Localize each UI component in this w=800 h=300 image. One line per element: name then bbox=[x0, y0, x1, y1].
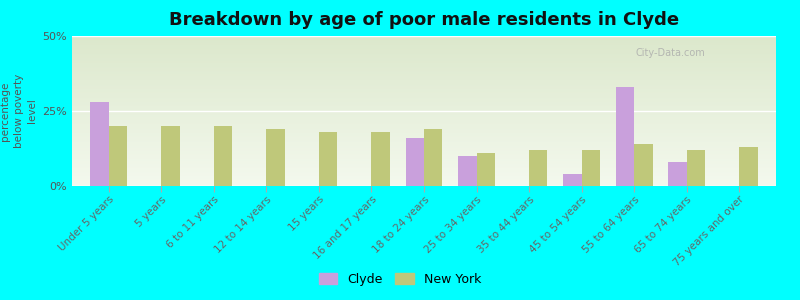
Bar bbox=[406, 138, 424, 186]
Bar bbox=[266, 129, 285, 186]
Legend: Clyde, New York: Clyde, New York bbox=[314, 268, 486, 291]
Bar bbox=[109, 126, 127, 186]
Bar bbox=[563, 174, 582, 186]
Bar bbox=[162, 126, 180, 186]
Bar bbox=[582, 150, 600, 186]
Y-axis label: percentage
below poverty
level: percentage below poverty level bbox=[1, 74, 37, 148]
Bar bbox=[529, 150, 547, 186]
Text: City-Data.com: City-Data.com bbox=[635, 48, 705, 58]
Bar bbox=[371, 132, 390, 186]
Bar bbox=[616, 87, 634, 186]
Bar bbox=[739, 147, 758, 186]
Title: Breakdown by age of poor male residents in Clyde: Breakdown by age of poor male residents … bbox=[169, 11, 679, 29]
Bar bbox=[424, 129, 442, 186]
Bar bbox=[90, 102, 109, 186]
Bar bbox=[634, 144, 653, 186]
Bar bbox=[458, 156, 477, 186]
Bar bbox=[319, 132, 338, 186]
Bar bbox=[668, 162, 686, 186]
Bar bbox=[477, 153, 495, 186]
Bar bbox=[214, 126, 232, 186]
Bar bbox=[686, 150, 705, 186]
